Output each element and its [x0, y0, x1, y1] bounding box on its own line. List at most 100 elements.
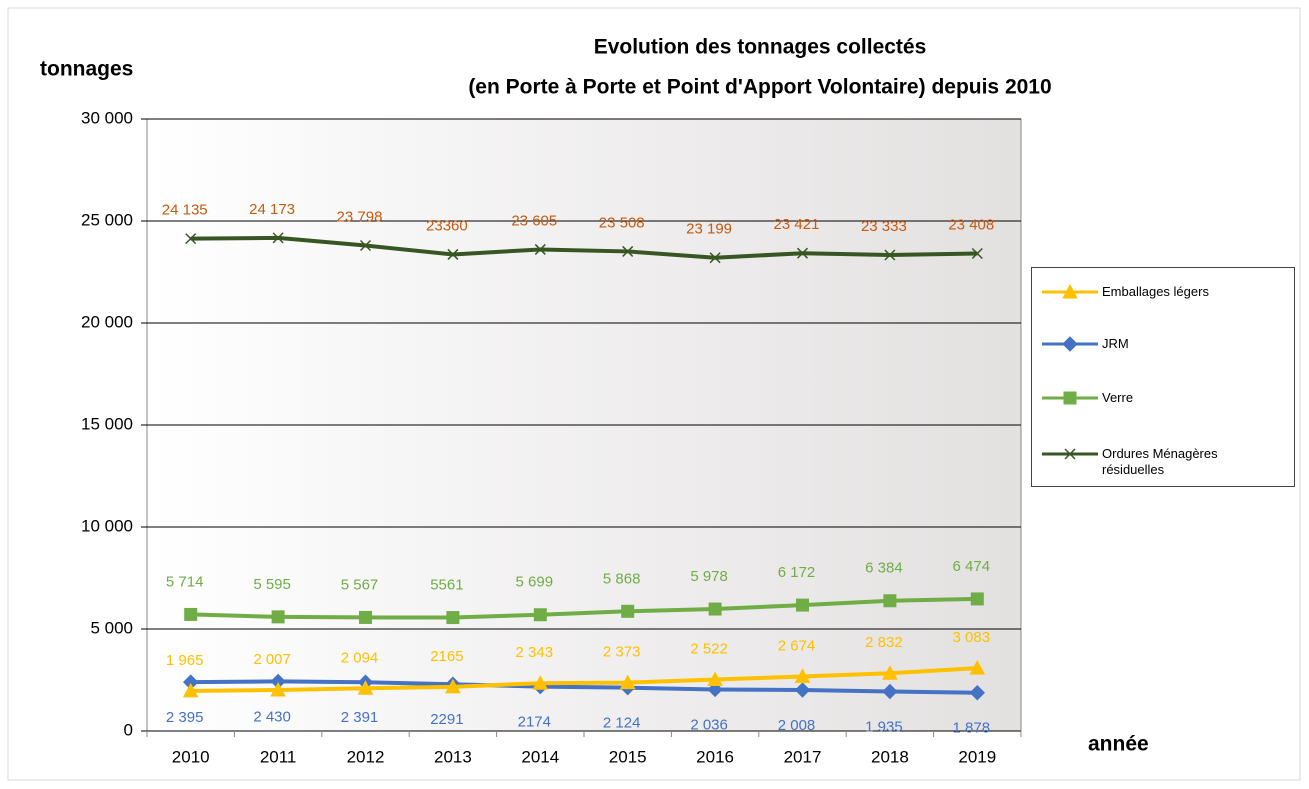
marker — [1063, 391, 1077, 405]
data-label: 3 083 — [953, 629, 991, 646]
legend-entry: Ordures Ménagères résiduelles — [1040, 446, 1277, 478]
chart-title: Evolution des tonnages collectés — [594, 36, 927, 59]
x-tick-label: 2018 — [871, 747, 909, 766]
chart-title: (en Porte à Porte et Point d'Apport Volo… — [468, 76, 1051, 99]
x-tick-label: 2010 — [172, 747, 210, 766]
legend-swatch — [1042, 284, 1098, 299]
data-label: 2165 — [430, 648, 463, 665]
marker — [446, 611, 460, 625]
data-label: 2 522 — [690, 641, 728, 658]
legend-entry: Verre — [1040, 390, 1277, 406]
x-tick-label: 2017 — [784, 747, 822, 766]
x-tick-label: 2014 — [521, 747, 559, 766]
data-label: 23 798 — [337, 208, 383, 225]
legend-entry: Emballages légers — [1040, 284, 1277, 300]
data-label: 24 135 — [162, 202, 208, 219]
data-label: 24 173 — [249, 201, 295, 218]
marker — [619, 674, 636, 690]
legend-label: Emballages légers — [1102, 284, 1209, 299]
series-line — [190, 679, 978, 695]
data-label: 2 395 — [166, 709, 204, 726]
y-tick-label: 0 — [124, 720, 133, 739]
data-label: 2174 — [518, 714, 551, 731]
y-tick-label: 15 000 — [81, 414, 133, 433]
marker — [359, 610, 372, 624]
data-label: 23 408 — [948, 216, 994, 233]
marker — [1062, 336, 1078, 352]
marker — [621, 604, 635, 618]
marker — [971, 247, 983, 260]
data-label: 2 373 — [603, 644, 641, 661]
marker — [185, 233, 197, 245]
x-tick-label: 2011 — [260, 747, 297, 766]
y-tick-label: 30 000 — [81, 108, 133, 127]
series-line — [190, 596, 978, 620]
data-label: 5 595 — [253, 576, 291, 593]
data-label: 2 094 — [341, 649, 379, 666]
x-axis-label: année — [1088, 733, 1149, 756]
marker — [794, 668, 811, 683]
marker — [182, 682, 199, 698]
data-label: 2 391 — [341, 709, 379, 726]
marker — [969, 684, 986, 701]
data-label: 2291 — [430, 711, 463, 728]
y-tick-label: 20 000 — [81, 312, 133, 331]
marker — [970, 592, 984, 606]
x-tick-label: 2015 — [609, 747, 647, 766]
data-label: 23360 — [426, 217, 468, 234]
legend-swatch — [1042, 336, 1098, 352]
data-label: 2 430 — [253, 708, 291, 725]
marker — [882, 665, 898, 680]
series-line — [190, 666, 978, 693]
legend-label: JRM — [1102, 336, 1129, 351]
x-tick-label: 2012 — [347, 747, 385, 766]
legend-swatch — [1042, 391, 1098, 405]
data-label: 5 699 — [516, 574, 554, 591]
marker — [532, 675, 549, 690]
marker — [884, 249, 896, 261]
x-tick-label: 2013 — [434, 747, 472, 766]
marker — [883, 594, 897, 608]
marker — [707, 671, 723, 687]
data-label: 23 508 — [599, 214, 645, 231]
marker — [445, 678, 461, 694]
legend-entry: JRM — [1040, 336, 1277, 352]
frame — [7, 7, 1301, 781]
marker — [796, 598, 809, 612]
data-label: 1 878 — [953, 720, 991, 737]
marker — [709, 252, 721, 264]
data-label: 6 474 — [953, 558, 991, 575]
data-label: 2 036 — [690, 716, 728, 733]
data-label: 5 567 — [341, 576, 379, 593]
data-label: 2 007 — [253, 651, 291, 668]
data-label: 23 421 — [774, 216, 820, 233]
data-label: 1 935 — [865, 718, 903, 735]
y-tick-label: 10 000 — [81, 516, 133, 535]
data-label: 23 333 — [861, 218, 907, 235]
marker — [1062, 284, 1078, 299]
marker — [270, 682, 286, 697]
data-label: 2 008 — [778, 717, 816, 734]
marker — [708, 602, 722, 616]
legend-label: Ordures Ménagères résiduelles — [1102, 446, 1218, 477]
data-label: 5 978 — [690, 568, 728, 585]
data-label: 2 343 — [516, 644, 554, 661]
marker — [882, 683, 898, 700]
marker — [357, 680, 374, 695]
data-label: 2 832 — [865, 634, 903, 651]
marker — [1064, 448, 1076, 460]
marker — [447, 248, 459, 260]
legend-label: Verre — [1102, 390, 1134, 405]
marker — [184, 607, 198, 621]
marker — [272, 232, 284, 244]
data-label: 2 674 — [778, 637, 816, 654]
data-label: 23 605 — [511, 212, 557, 229]
marker — [622, 245, 634, 257]
data-label: 6 384 — [865, 560, 903, 577]
marker — [534, 243, 546, 255]
marker — [794, 682, 811, 698]
y-tick-label: 5 000 — [90, 618, 133, 637]
y-tick-label: 25 000 — [81, 210, 133, 229]
